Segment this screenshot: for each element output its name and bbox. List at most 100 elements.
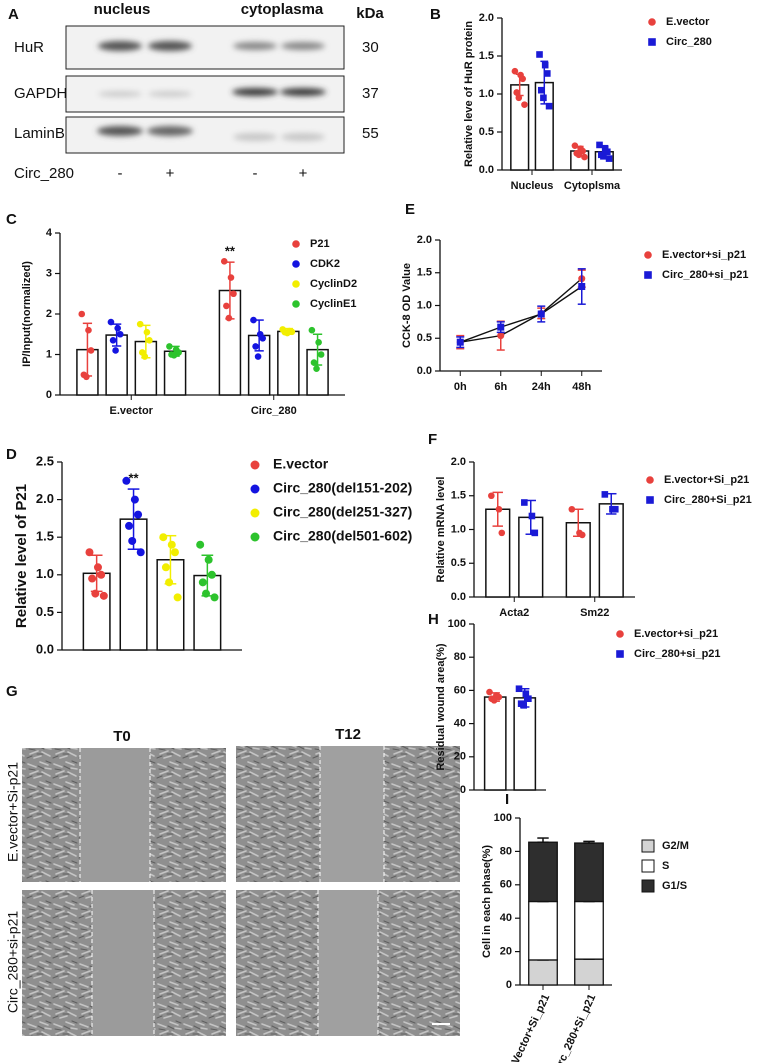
legend-marker: [292, 260, 300, 268]
x-tick-label: Cytoplsma: [564, 180, 621, 192]
data-point: [220, 258, 228, 265]
y-tick-label: 4: [46, 227, 53, 239]
y-tick-label: 1.5: [417, 267, 432, 279]
data-point: [601, 491, 609, 498]
x-tick-label: 6h: [494, 381, 507, 393]
data-point: [488, 492, 495, 500]
data-point: [254, 353, 262, 360]
y-tick-label: 0.0: [479, 164, 494, 176]
legend-marker: [292, 280, 300, 288]
legend-label: Circ_280+si_p21: [662, 269, 749, 281]
y-tick-label: 2.0: [417, 234, 432, 246]
blot-panel: A nucleus cytoplasma kDa HuR GAPDH Lamin…: [8, 1, 384, 182]
x-tick-label: Nucleus: [511, 180, 554, 192]
y-axis-label: IP/Input(normalized): [21, 261, 33, 367]
row-label: GAPDH: [14, 85, 67, 102]
data-point: [486, 688, 493, 696]
legend-marker: [250, 508, 260, 518]
data-point: [167, 540, 176, 549]
y-tick-label: 1.0: [417, 299, 432, 311]
y-tick-label: 0.5: [417, 332, 432, 344]
data-point: [315, 339, 322, 346]
legend-marker: [250, 532, 260, 542]
legend-label: Circ_280+Si_p21: [664, 494, 752, 506]
y-axis-label: Cell in each phase(%): [481, 845, 493, 958]
legend-marker: [644, 251, 652, 259]
data-point: [112, 347, 119, 354]
legend-label: E.vector: [666, 16, 710, 28]
legend-marker: [292, 300, 300, 308]
data-point: [109, 337, 117, 344]
y-axis-label: Residual wound area(%): [435, 643, 447, 770]
panel-label: B: [430, 6, 441, 23]
micrograph: [22, 748, 226, 882]
legend-label: E.vector+si_p21: [662, 249, 746, 261]
y-tick-label: 20: [454, 751, 466, 763]
data-point: [252, 343, 259, 350]
data-point: [513, 89, 520, 96]
data-point: [196, 540, 205, 549]
kda-value: 37: [362, 85, 379, 102]
data-point: [497, 323, 505, 331]
data-point: [198, 578, 207, 587]
data-point: [227, 274, 235, 281]
data-point: [83, 373, 90, 381]
data-point: [223, 302, 230, 310]
legend-label: CyclinE1: [310, 298, 356, 310]
bar-segment: [528, 841, 558, 903]
data-point: [308, 326, 316, 334]
y-tick-label: 0: [46, 389, 52, 401]
data-point: [520, 702, 527, 709]
sign: -: [118, 165, 123, 182]
x-tick-label: Circ_280: [251, 405, 297, 417]
micrograph: [22, 890, 226, 1036]
legend-marker: [646, 476, 654, 484]
x-tick-label: Sm22: [580, 607, 609, 619]
panel-label: D: [6, 446, 17, 463]
data-point: [490, 697, 498, 704]
data-point: [93, 563, 102, 572]
data-point: [146, 337, 153, 344]
data-point: [600, 153, 607, 160]
data-point: [136, 320, 144, 328]
bar-segment: [528, 959, 558, 986]
data-point: [456, 338, 464, 346]
data-point: [515, 685, 523, 693]
legend-marker: [648, 38, 656, 46]
legend-label: Circ_280(del501-602): [273, 528, 412, 544]
data-point: [87, 347, 95, 354]
legend-label: CyclinD2: [310, 278, 357, 290]
annotation: **: [225, 244, 236, 259]
y-tick-label: 80: [454, 651, 466, 663]
data-point: [536, 51, 543, 58]
x-tick-label: 48h: [572, 381, 591, 393]
y-tick-label: 60: [500, 879, 512, 891]
data-point: [225, 314, 233, 322]
legend-marker: [644, 271, 652, 279]
data-point: [604, 148, 611, 156]
kda-value: 55: [362, 125, 379, 142]
data-point: [85, 326, 92, 334]
data-point: [537, 310, 545, 318]
sign: +: [299, 165, 308, 182]
panel-label: I: [505, 791, 509, 808]
data-point: [284, 329, 291, 337]
y-tick-label: 2.5: [36, 453, 54, 468]
data-point: [170, 352, 178, 359]
legend-label: CDK2: [310, 258, 340, 270]
data-point: [78, 310, 86, 318]
data-point: [521, 101, 528, 108]
panel-label: F: [428, 431, 437, 448]
y-axis-label: Relative level of P21: [13, 484, 30, 628]
data-point: [204, 555, 213, 564]
y-tick-label: 1.5: [479, 50, 494, 62]
line: [460, 278, 583, 343]
column-header: T12: [335, 726, 361, 743]
data-point: [313, 365, 320, 372]
treatment-label: Circ_280: [14, 165, 74, 182]
y-tick-label: 40: [454, 718, 466, 730]
legend-label: Circ_280(del151-202): [273, 480, 412, 496]
bar-segment: [574, 842, 604, 903]
y-tick-label: 2.0: [479, 12, 494, 24]
